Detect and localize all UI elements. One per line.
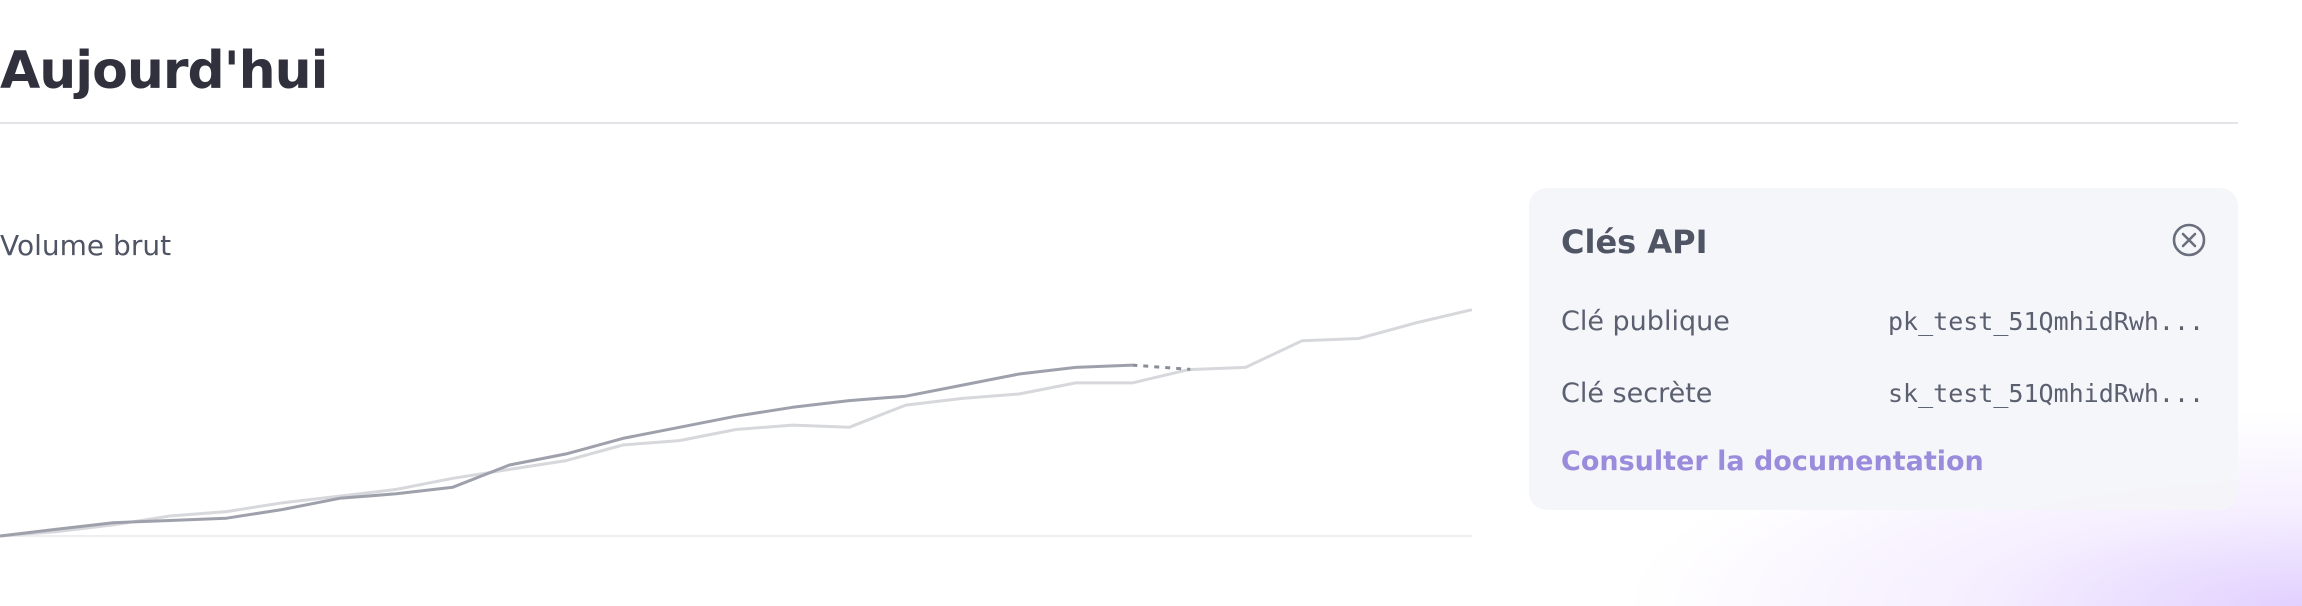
publishable-key-value[interactable]: pk_test_51QmhidRwh... [1888, 307, 2205, 336]
close-button[interactable] [2171, 222, 2207, 258]
publishable-key-row: Clé publique pk_test_51QmhidRwh... [1561, 302, 2206, 342]
documentation-link[interactable]: Consulter la documentation [1561, 446, 1984, 477]
secret-key-row: Clé secrète sk_test_51QmhidRwh... [1561, 374, 2206, 414]
chart-title: Volume brut [0, 229, 172, 262]
secret-key-value[interactable]: sk_test_51QmhidRwh... [1888, 379, 2205, 408]
today-series-line [0, 363, 1133, 538]
projection-line [1132, 363, 1191, 371]
publishable-key-label: Clé publique [1561, 306, 1730, 337]
comparison-series-line [0, 308, 1473, 538]
page-title: Aujourd'hui [0, 41, 328, 101]
api-keys-title: Clés API [1561, 223, 1708, 261]
close-circle-icon [2172, 223, 2206, 257]
title-divider [0, 122, 2238, 124]
gross-volume-chart [0, 308, 1473, 538]
api-keys-card: Clés API Clé publique pk_test_51QmhidRwh… [1529, 188, 2238, 510]
secret-key-label: Clé secrète [1561, 378, 1713, 409]
